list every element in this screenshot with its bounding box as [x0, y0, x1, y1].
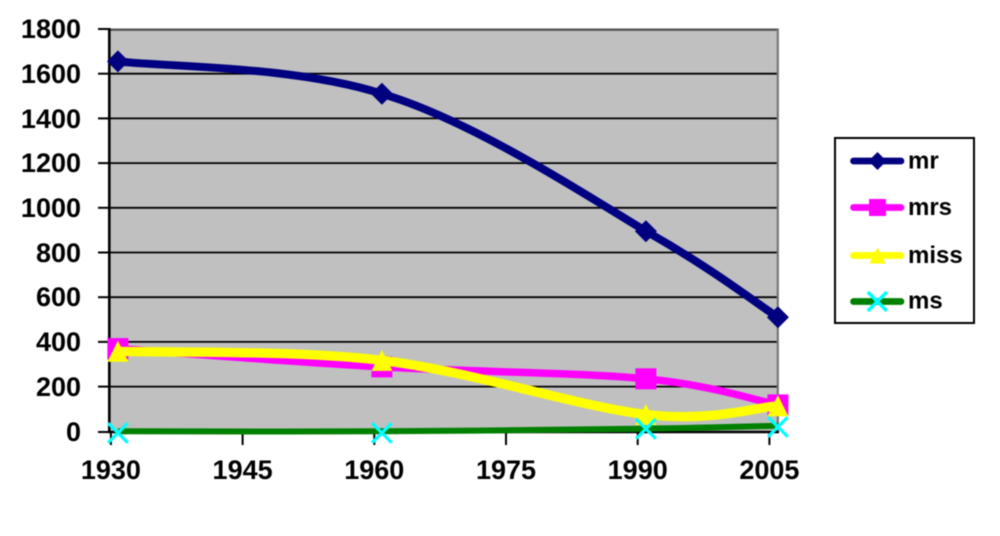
svg-text:1975: 1975 — [476, 455, 536, 485]
svg-text:0: 0 — [66, 417, 81, 447]
svg-text:400: 400 — [36, 327, 81, 357]
svg-text:1930: 1930 — [81, 455, 141, 485]
svg-text:1990: 1990 — [608, 455, 668, 485]
svg-text:1945: 1945 — [213, 455, 273, 485]
svg-text:600: 600 — [36, 282, 81, 312]
svg-text:1000: 1000 — [21, 193, 81, 223]
svg-text:1200: 1200 — [21, 148, 81, 178]
svg-text:mr: mr — [908, 148, 939, 175]
svg-text:800: 800 — [36, 238, 81, 268]
svg-text:mrs: mrs — [908, 194, 952, 221]
svg-text:1600: 1600 — [21, 59, 81, 89]
svg-text:1960: 1960 — [344, 455, 404, 485]
svg-text:ms: ms — [908, 288, 943, 315]
svg-text:2005: 2005 — [739, 455, 799, 485]
svg-text:1400: 1400 — [21, 104, 81, 134]
svg-text:200: 200 — [36, 372, 81, 402]
svg-text:miss: miss — [908, 242, 963, 269]
svg-text:1800: 1800 — [21, 14, 81, 44]
